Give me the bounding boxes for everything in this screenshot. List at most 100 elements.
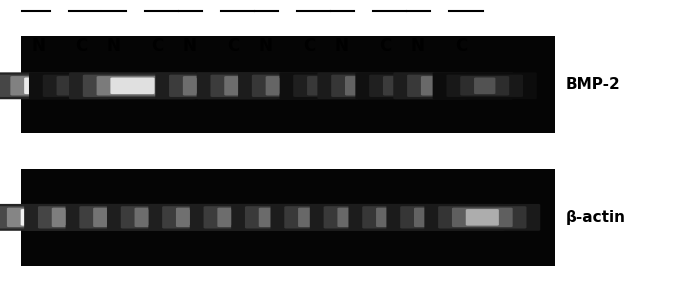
FancyBboxPatch shape [321, 78, 349, 94]
Text: BMP-2: BMP-2 [566, 77, 620, 92]
FancyBboxPatch shape [66, 204, 188, 231]
FancyBboxPatch shape [414, 208, 477, 227]
FancyBboxPatch shape [107, 204, 228, 231]
FancyBboxPatch shape [79, 206, 175, 229]
Text: β-actin: β-actin [566, 210, 626, 225]
Text: N: N [183, 37, 197, 55]
FancyBboxPatch shape [359, 78, 395, 94]
FancyBboxPatch shape [24, 78, 68, 94]
FancyBboxPatch shape [69, 72, 196, 99]
FancyBboxPatch shape [93, 208, 161, 227]
FancyBboxPatch shape [169, 75, 264, 97]
FancyBboxPatch shape [66, 209, 108, 226]
FancyBboxPatch shape [351, 209, 388, 226]
FancyBboxPatch shape [183, 76, 250, 96]
FancyBboxPatch shape [307, 76, 363, 96]
FancyBboxPatch shape [107, 209, 147, 226]
FancyBboxPatch shape [259, 208, 324, 227]
FancyBboxPatch shape [155, 72, 278, 99]
FancyBboxPatch shape [29, 72, 137, 99]
FancyBboxPatch shape [355, 72, 466, 99]
Text: N: N [335, 37, 348, 55]
FancyBboxPatch shape [0, 75, 96, 97]
FancyBboxPatch shape [231, 204, 351, 231]
Text: C: C [379, 37, 391, 55]
FancyBboxPatch shape [407, 75, 500, 97]
FancyBboxPatch shape [433, 72, 537, 99]
FancyBboxPatch shape [435, 78, 472, 94]
FancyBboxPatch shape [148, 209, 187, 226]
FancyBboxPatch shape [70, 78, 95, 94]
FancyBboxPatch shape [369, 75, 453, 97]
FancyBboxPatch shape [245, 206, 337, 229]
FancyBboxPatch shape [204, 206, 297, 229]
FancyBboxPatch shape [348, 204, 466, 231]
FancyBboxPatch shape [438, 206, 526, 229]
FancyBboxPatch shape [21, 209, 70, 226]
FancyBboxPatch shape [421, 76, 486, 96]
FancyBboxPatch shape [424, 204, 540, 231]
FancyBboxPatch shape [466, 209, 499, 226]
FancyBboxPatch shape [190, 209, 228, 226]
FancyBboxPatch shape [217, 208, 284, 227]
FancyBboxPatch shape [52, 208, 121, 227]
FancyBboxPatch shape [24, 204, 149, 231]
FancyBboxPatch shape [0, 204, 111, 231]
FancyBboxPatch shape [83, 75, 182, 97]
FancyBboxPatch shape [176, 208, 242, 227]
Text: N: N [107, 37, 121, 55]
FancyBboxPatch shape [279, 78, 318, 94]
Bar [21, 169, 555, 266]
Text: N: N [411, 37, 424, 55]
FancyBboxPatch shape [57, 76, 109, 96]
FancyBboxPatch shape [121, 206, 215, 229]
FancyBboxPatch shape [446, 75, 523, 97]
FancyBboxPatch shape [148, 204, 270, 231]
Text: C: C [303, 37, 315, 55]
FancyBboxPatch shape [284, 206, 377, 229]
FancyBboxPatch shape [197, 78, 237, 94]
FancyBboxPatch shape [270, 204, 391, 231]
Text: C: C [75, 37, 88, 55]
FancyBboxPatch shape [390, 209, 425, 226]
FancyBboxPatch shape [428, 209, 463, 226]
FancyBboxPatch shape [298, 208, 363, 227]
FancyBboxPatch shape [238, 78, 278, 94]
FancyBboxPatch shape [0, 206, 97, 229]
FancyBboxPatch shape [10, 76, 82, 96]
FancyBboxPatch shape [38, 206, 135, 229]
FancyBboxPatch shape [162, 206, 256, 229]
FancyBboxPatch shape [400, 206, 491, 229]
FancyBboxPatch shape [197, 72, 319, 99]
Text: C: C [227, 37, 239, 55]
FancyBboxPatch shape [312, 209, 349, 226]
Text: C: C [455, 37, 467, 55]
FancyBboxPatch shape [362, 206, 453, 229]
FancyBboxPatch shape [331, 75, 422, 97]
FancyBboxPatch shape [7, 208, 83, 227]
FancyBboxPatch shape [386, 204, 504, 231]
Text: N: N [31, 37, 45, 55]
Text: C: C [151, 37, 164, 55]
FancyBboxPatch shape [345, 76, 408, 96]
FancyBboxPatch shape [376, 208, 439, 227]
Bar [21, 36, 555, 133]
FancyBboxPatch shape [266, 76, 332, 96]
FancyBboxPatch shape [460, 76, 509, 96]
FancyBboxPatch shape [293, 75, 377, 97]
FancyBboxPatch shape [110, 78, 155, 94]
FancyBboxPatch shape [0, 72, 110, 99]
Text: N: N [259, 37, 273, 55]
FancyBboxPatch shape [231, 209, 270, 226]
FancyBboxPatch shape [135, 208, 201, 227]
FancyBboxPatch shape [97, 76, 168, 96]
FancyBboxPatch shape [252, 75, 346, 97]
FancyBboxPatch shape [383, 76, 439, 96]
FancyBboxPatch shape [337, 208, 402, 227]
FancyBboxPatch shape [474, 78, 495, 94]
FancyBboxPatch shape [190, 204, 311, 231]
FancyBboxPatch shape [43, 75, 123, 97]
FancyBboxPatch shape [452, 208, 513, 227]
FancyBboxPatch shape [273, 209, 310, 226]
FancyBboxPatch shape [393, 72, 513, 99]
